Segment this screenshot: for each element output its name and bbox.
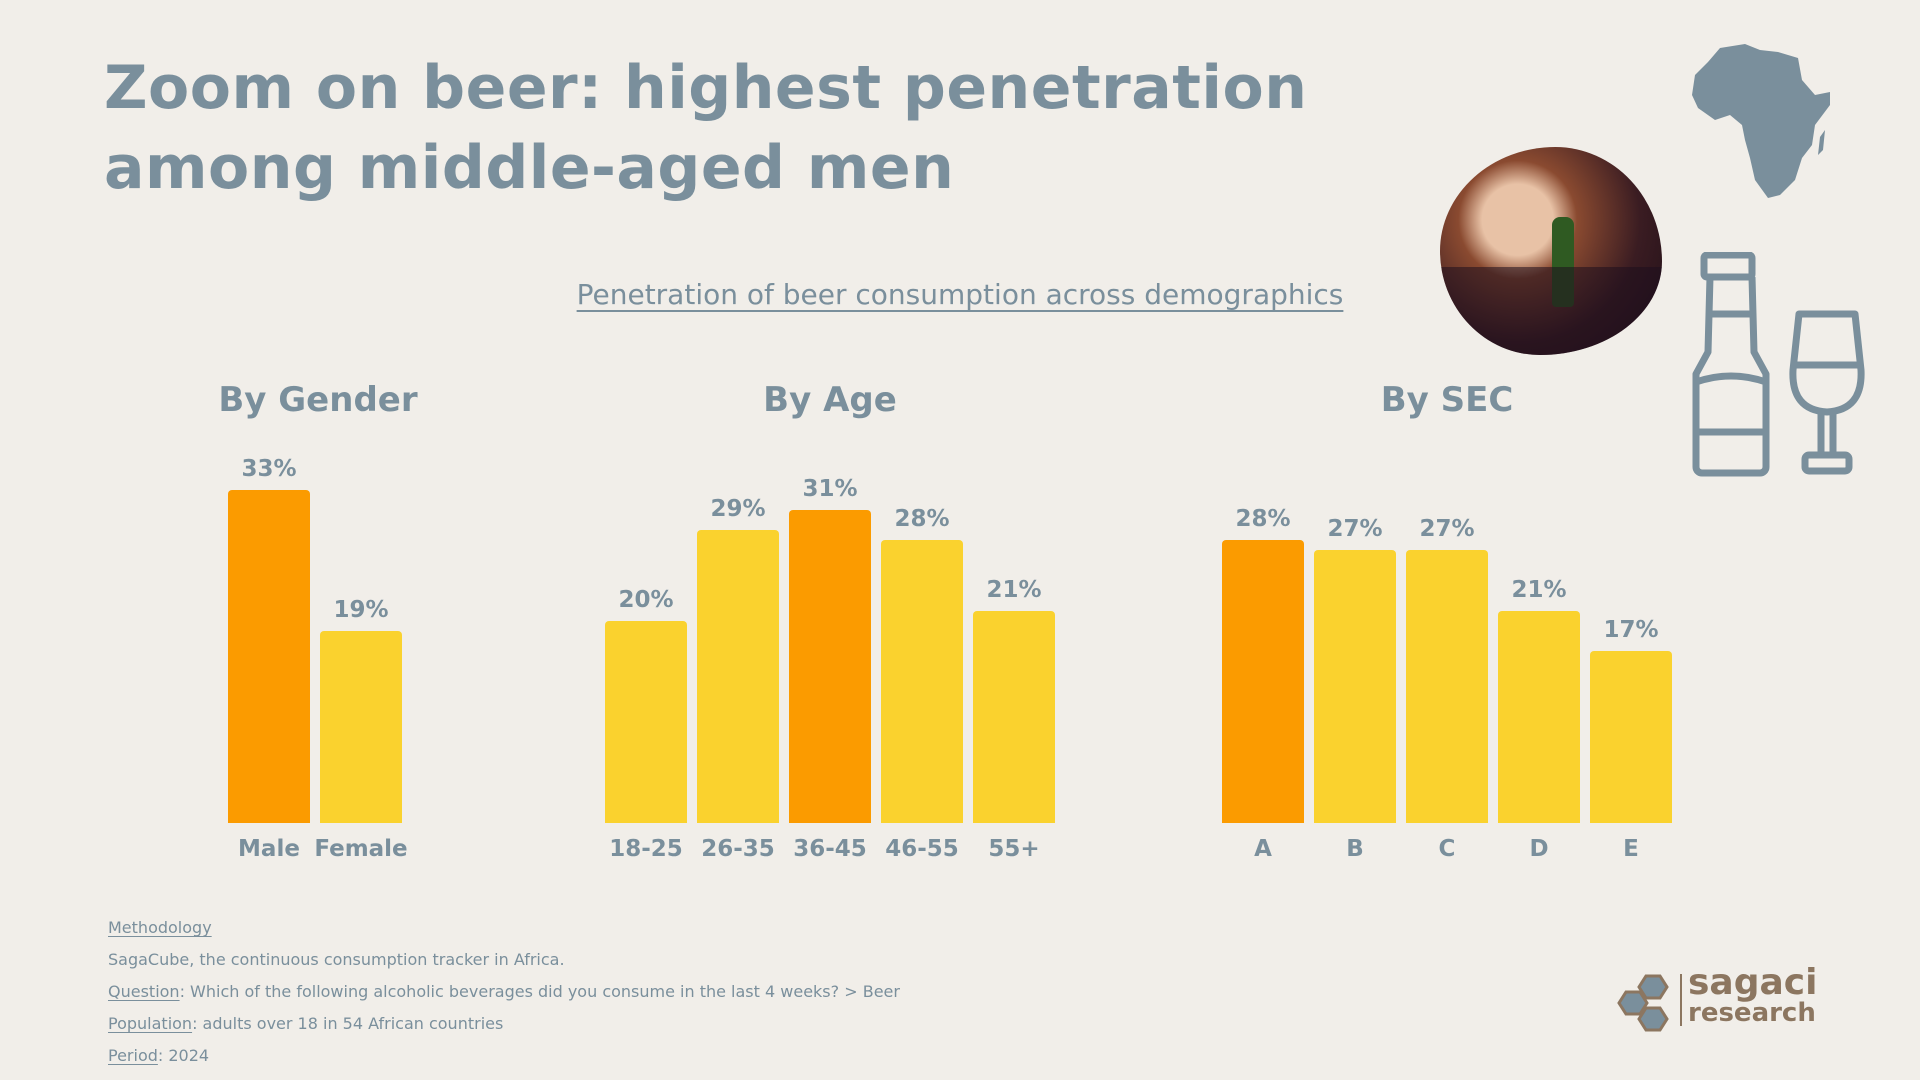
data-label: 28% xyxy=(1235,506,1291,533)
data-label: 33% xyxy=(241,455,297,482)
data-label: 21% xyxy=(1511,576,1567,603)
population-label: Population xyxy=(108,1014,193,1033)
data-label: 19% xyxy=(333,597,389,624)
category-label: 18-25 xyxy=(609,836,683,862)
bar-A xyxy=(1222,540,1304,823)
panel-sec: By SEC 28% A 27% B 27% C 21% D 17% E xyxy=(1207,380,1687,870)
category-label: Female xyxy=(314,836,408,862)
category-label: C xyxy=(1438,836,1456,862)
photo-man-with-beer xyxy=(1440,147,1662,355)
data-label: 27% xyxy=(1419,516,1475,543)
category-label: 55+ xyxy=(988,836,1040,862)
bar-46-55 xyxy=(881,540,963,823)
panel-title: By Gender xyxy=(218,380,418,420)
bar-Female xyxy=(320,631,402,823)
methodology-label: Methodology xyxy=(108,918,212,937)
chart-subtitle: Penetration of beer consumption across d… xyxy=(576,278,1344,311)
panel-title: By SEC xyxy=(1380,380,1514,420)
data-label: 17% xyxy=(1603,617,1659,644)
category-label: D xyxy=(1529,836,1549,862)
bar-26-35 xyxy=(697,530,779,823)
category-label: A xyxy=(1254,836,1272,862)
category-label: B xyxy=(1346,836,1364,862)
panel-title: By Age xyxy=(763,380,897,420)
page-title: Zoom on beer: highest penetration among … xyxy=(104,53,1308,203)
question-text: : Which of the following alcoholic bever… xyxy=(179,982,900,1001)
panel-age: By Age 20% 18-25 29% 26-35 31% 36-45 28% 46-55 2… xyxy=(590,380,1070,870)
methodology-text: SagaCube, the continuous consumption tra… xyxy=(108,950,565,969)
data-label: 29% xyxy=(710,496,766,523)
data-label: 31% xyxy=(802,475,858,502)
data-label: 20% xyxy=(618,587,674,613)
category-label: E xyxy=(1623,836,1639,862)
bar-18-25 xyxy=(605,621,687,823)
logo-text-sagaci: sagaci xyxy=(1688,962,1818,1003)
data-label: 27% xyxy=(1327,516,1383,543)
period-label: Period xyxy=(108,1046,158,1065)
category-label: 36-45 xyxy=(793,836,867,862)
period-text: : 2024 xyxy=(157,1046,210,1065)
question-label: Question xyxy=(108,982,180,1001)
bar-D xyxy=(1498,610,1580,823)
bar-E xyxy=(1590,651,1672,823)
bar-36-45 xyxy=(789,509,871,823)
africa-map-icon xyxy=(1692,44,1830,198)
sagaci-hexagon-logo xyxy=(1617,974,1669,1032)
bar-C xyxy=(1406,550,1488,823)
bar-Male xyxy=(228,489,310,823)
bar-B xyxy=(1314,550,1396,823)
methodology-notes: Methodology SagaCube, the continuous con… xyxy=(108,912,900,1072)
logo-text-research: research xyxy=(1688,998,1816,1028)
category-label: 26-35 xyxy=(701,836,775,862)
data-label: 21% xyxy=(986,576,1042,603)
data-label: 28% xyxy=(894,506,950,533)
wine-glass-icon xyxy=(1789,310,1865,475)
beer-bottle-icon xyxy=(1692,252,1770,477)
bar-55+ xyxy=(973,610,1055,823)
panel-gender: By Gender 33% Male 19% Female xyxy=(208,380,428,870)
category-label: Male xyxy=(238,836,300,862)
population-text: : adults over 18 in 54 African countries xyxy=(192,1014,504,1033)
category-label: 46-55 xyxy=(885,836,959,862)
